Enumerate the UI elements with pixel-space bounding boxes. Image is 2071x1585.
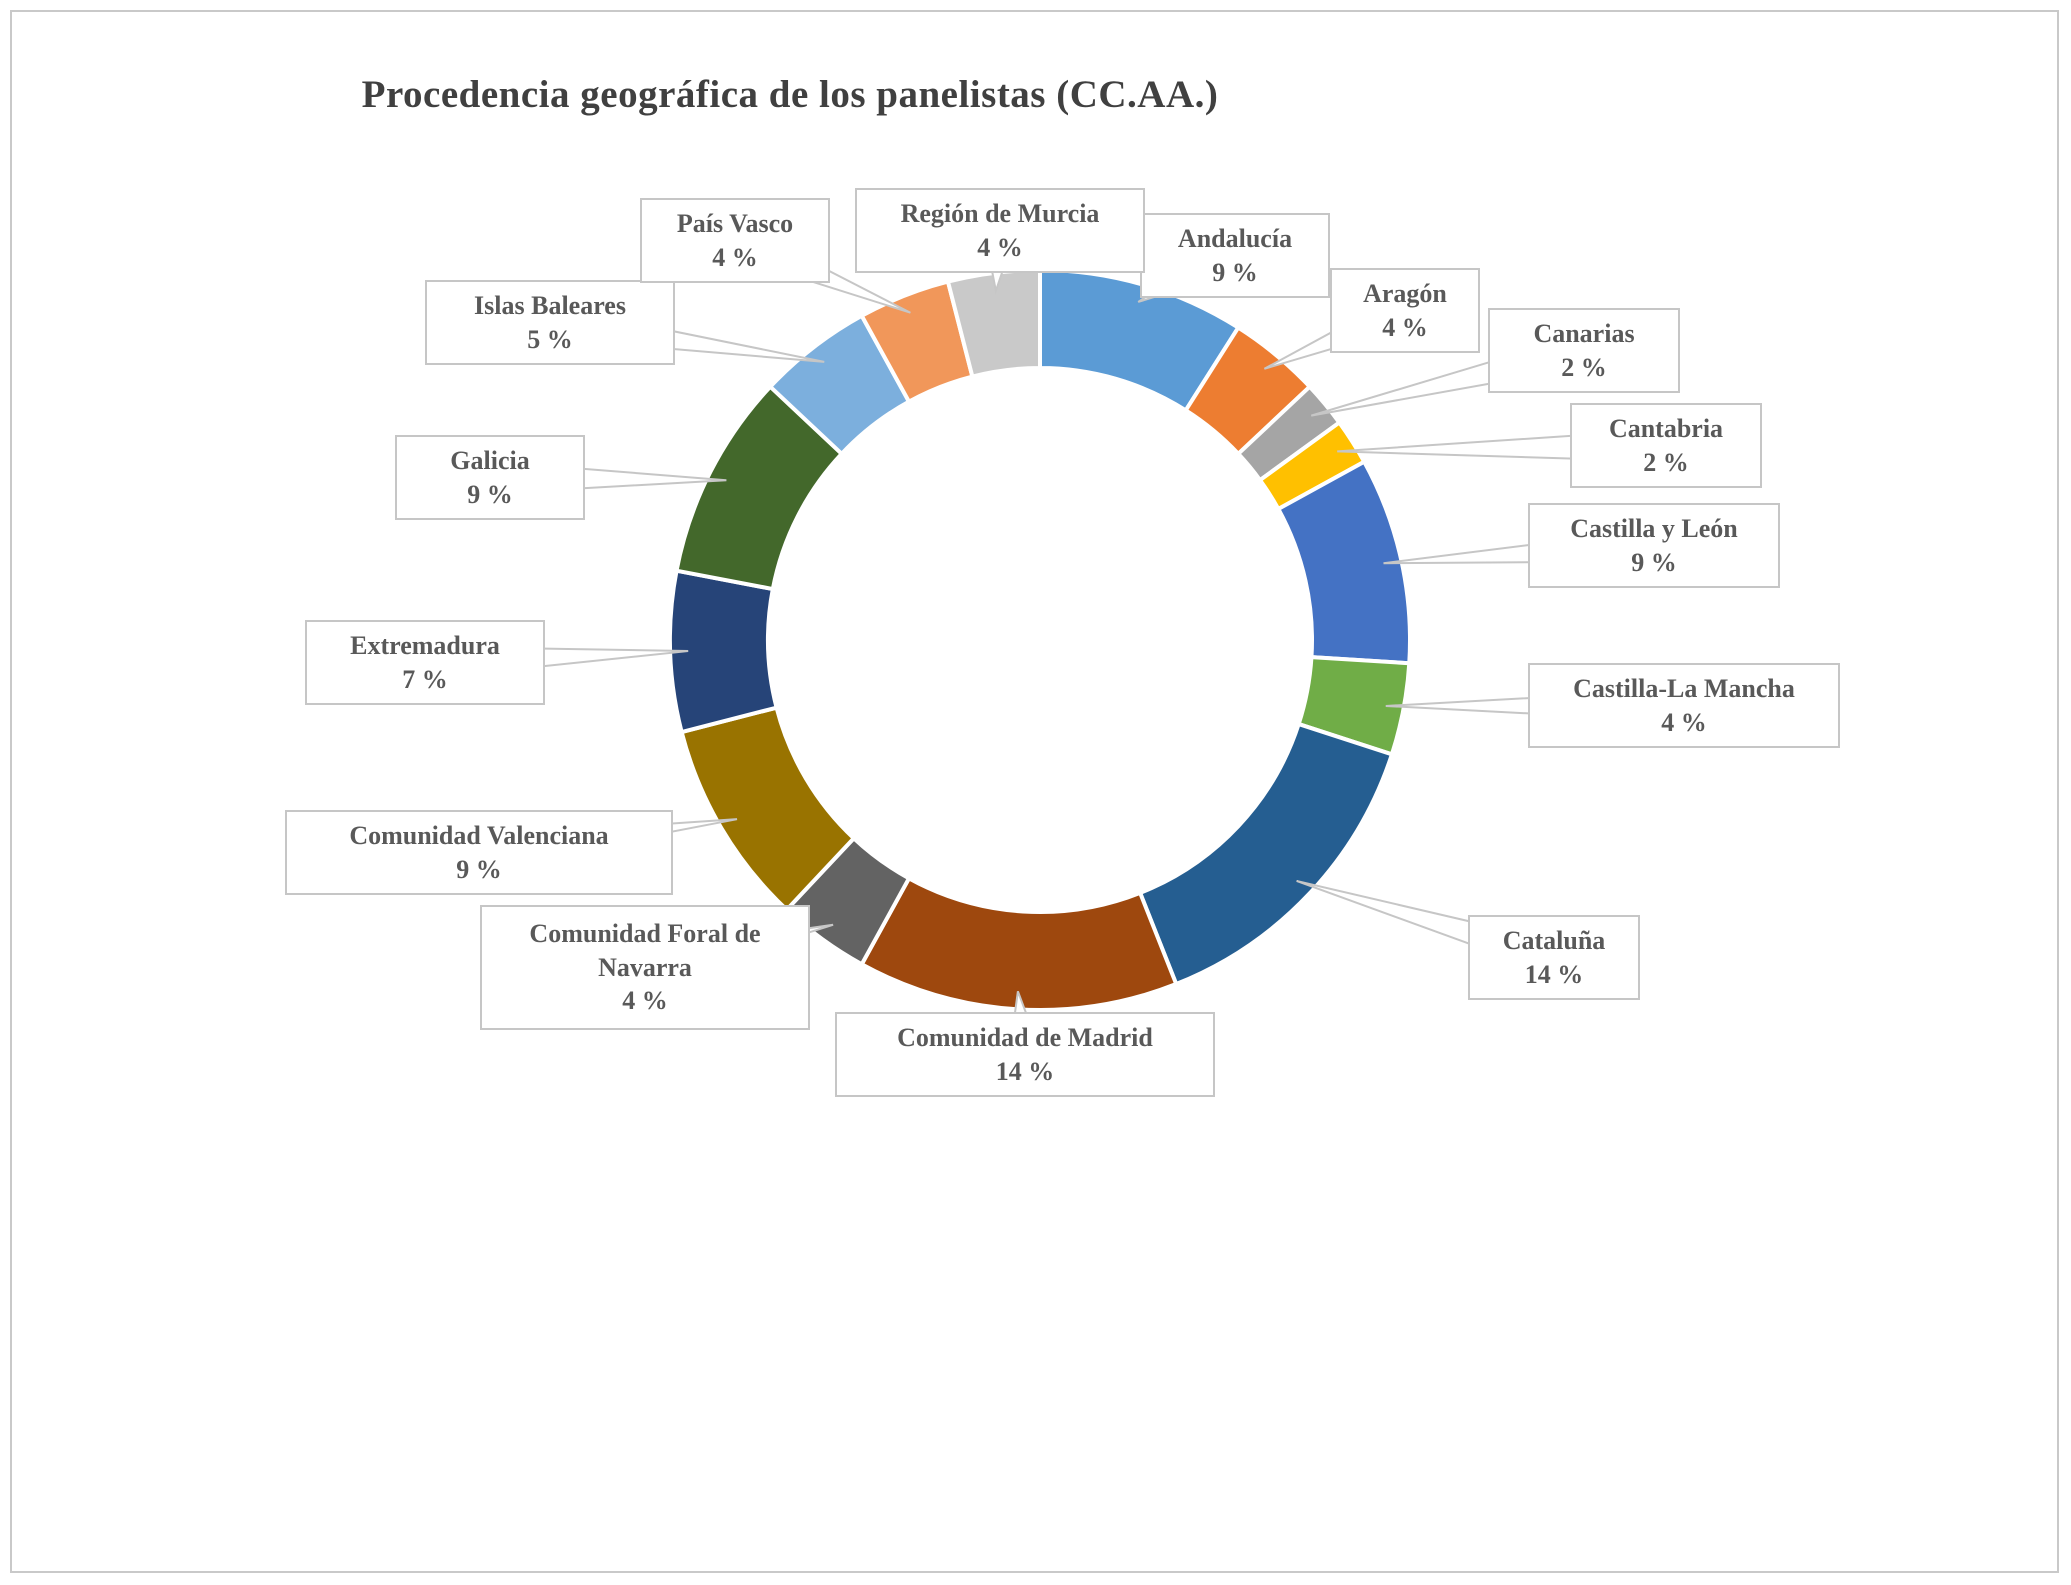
callout-castilla-la-mancha: Castilla-La Mancha 4 % (1528, 663, 1840, 748)
callout-percent-label: 14 % (1524, 959, 1584, 989)
callout-galicia: Galicia 9 % (395, 435, 585, 520)
callout-category-label: Aragón (1363, 278, 1447, 308)
callout-pais-vasco: País Vasco 4 % (640, 198, 830, 283)
callout-category-label: Comunidad Foral de Navarra (529, 918, 761, 982)
callout-category-label: Extremadura (350, 630, 500, 660)
callout-category-label: País Vasco (676, 208, 794, 238)
slice-region-de-murcia[interactable] (945, 267, 1042, 379)
callout-cataluna: Cataluña 14 % (1468, 915, 1640, 1000)
callout-category-label: Canarias (1533, 318, 1635, 348)
callout-percent-label: 4 % (977, 232, 1023, 262)
callout-extremadura: Extremadura 7 % (305, 620, 545, 705)
callout-percent-label: 9 % (1631, 547, 1677, 577)
callout-category-label: Comunidad de Madrid (897, 1022, 1153, 1052)
callout-percent-label: 4 % (1382, 312, 1428, 342)
callout-comunidad-valenciana: Comunidad Valenciana 9 % (285, 810, 673, 895)
callout-region-de-murcia: Región de Murcia 4 % (855, 188, 1145, 273)
callout-percent-label: 2 % (1643, 447, 1689, 477)
callout-percent-label: 7 % (402, 664, 448, 694)
slice-comunidad-de-madrid[interactable] (859, 875, 1179, 1013)
callout-category-label: Castilla-La Mancha (1573, 673, 1795, 703)
callout-cantabria: Cantabria 2 % (1570, 403, 1762, 488)
callout-category-label: Andalucía (1177, 223, 1293, 253)
callout-islas-baleares: Islas Baleares 5 % (425, 280, 675, 365)
callout-category-label: Cantabria (1608, 413, 1724, 443)
callout-percent-label: 14 % (995, 1056, 1055, 1086)
callout-comunidad-de-madrid: Comunidad de Madrid 14 % (835, 1012, 1215, 1097)
callout-castilla-y-leon: Castilla y León 9 % (1528, 503, 1780, 588)
callout-comunidad-foral-de-navarra: Comunidad Foral de Navarra 4 % (480, 905, 810, 1030)
callout-category-label: Cataluña (1502, 925, 1606, 955)
callout-category-label: Comunidad Valenciana (349, 820, 609, 850)
callout-category-label: Región de Murcia (900, 198, 1100, 228)
callout-percent-label: 9 % (456, 854, 502, 884)
callout-percent-label: 4 % (1661, 707, 1707, 737)
callout-percent-label: 5 % (527, 324, 573, 354)
callout-canarias: Canarias 2 % (1488, 308, 1680, 393)
callout-percent-label: 2 % (1561, 352, 1607, 382)
callout-percent-label: 9 % (1212, 257, 1258, 287)
callout-percent-label: 4 % (622, 986, 668, 1016)
callout-percent-label: 4 % (712, 242, 758, 272)
callout-category-label: Galicia (450, 445, 530, 475)
chart-title: Procedencia geográfica de los panelistas… (361, 73, 1219, 116)
callout-category-label: Islas Baleares (474, 290, 626, 320)
callout-category-label: Castilla y León (1570, 513, 1738, 543)
callout-andalucia: Andalucía 9 % (1140, 213, 1330, 298)
slice-cataluna[interactable] (1137, 721, 1395, 987)
callout-aragon: Aragón 4 % (1330, 268, 1480, 353)
callout-percent-label: 9 % (467, 479, 513, 509)
